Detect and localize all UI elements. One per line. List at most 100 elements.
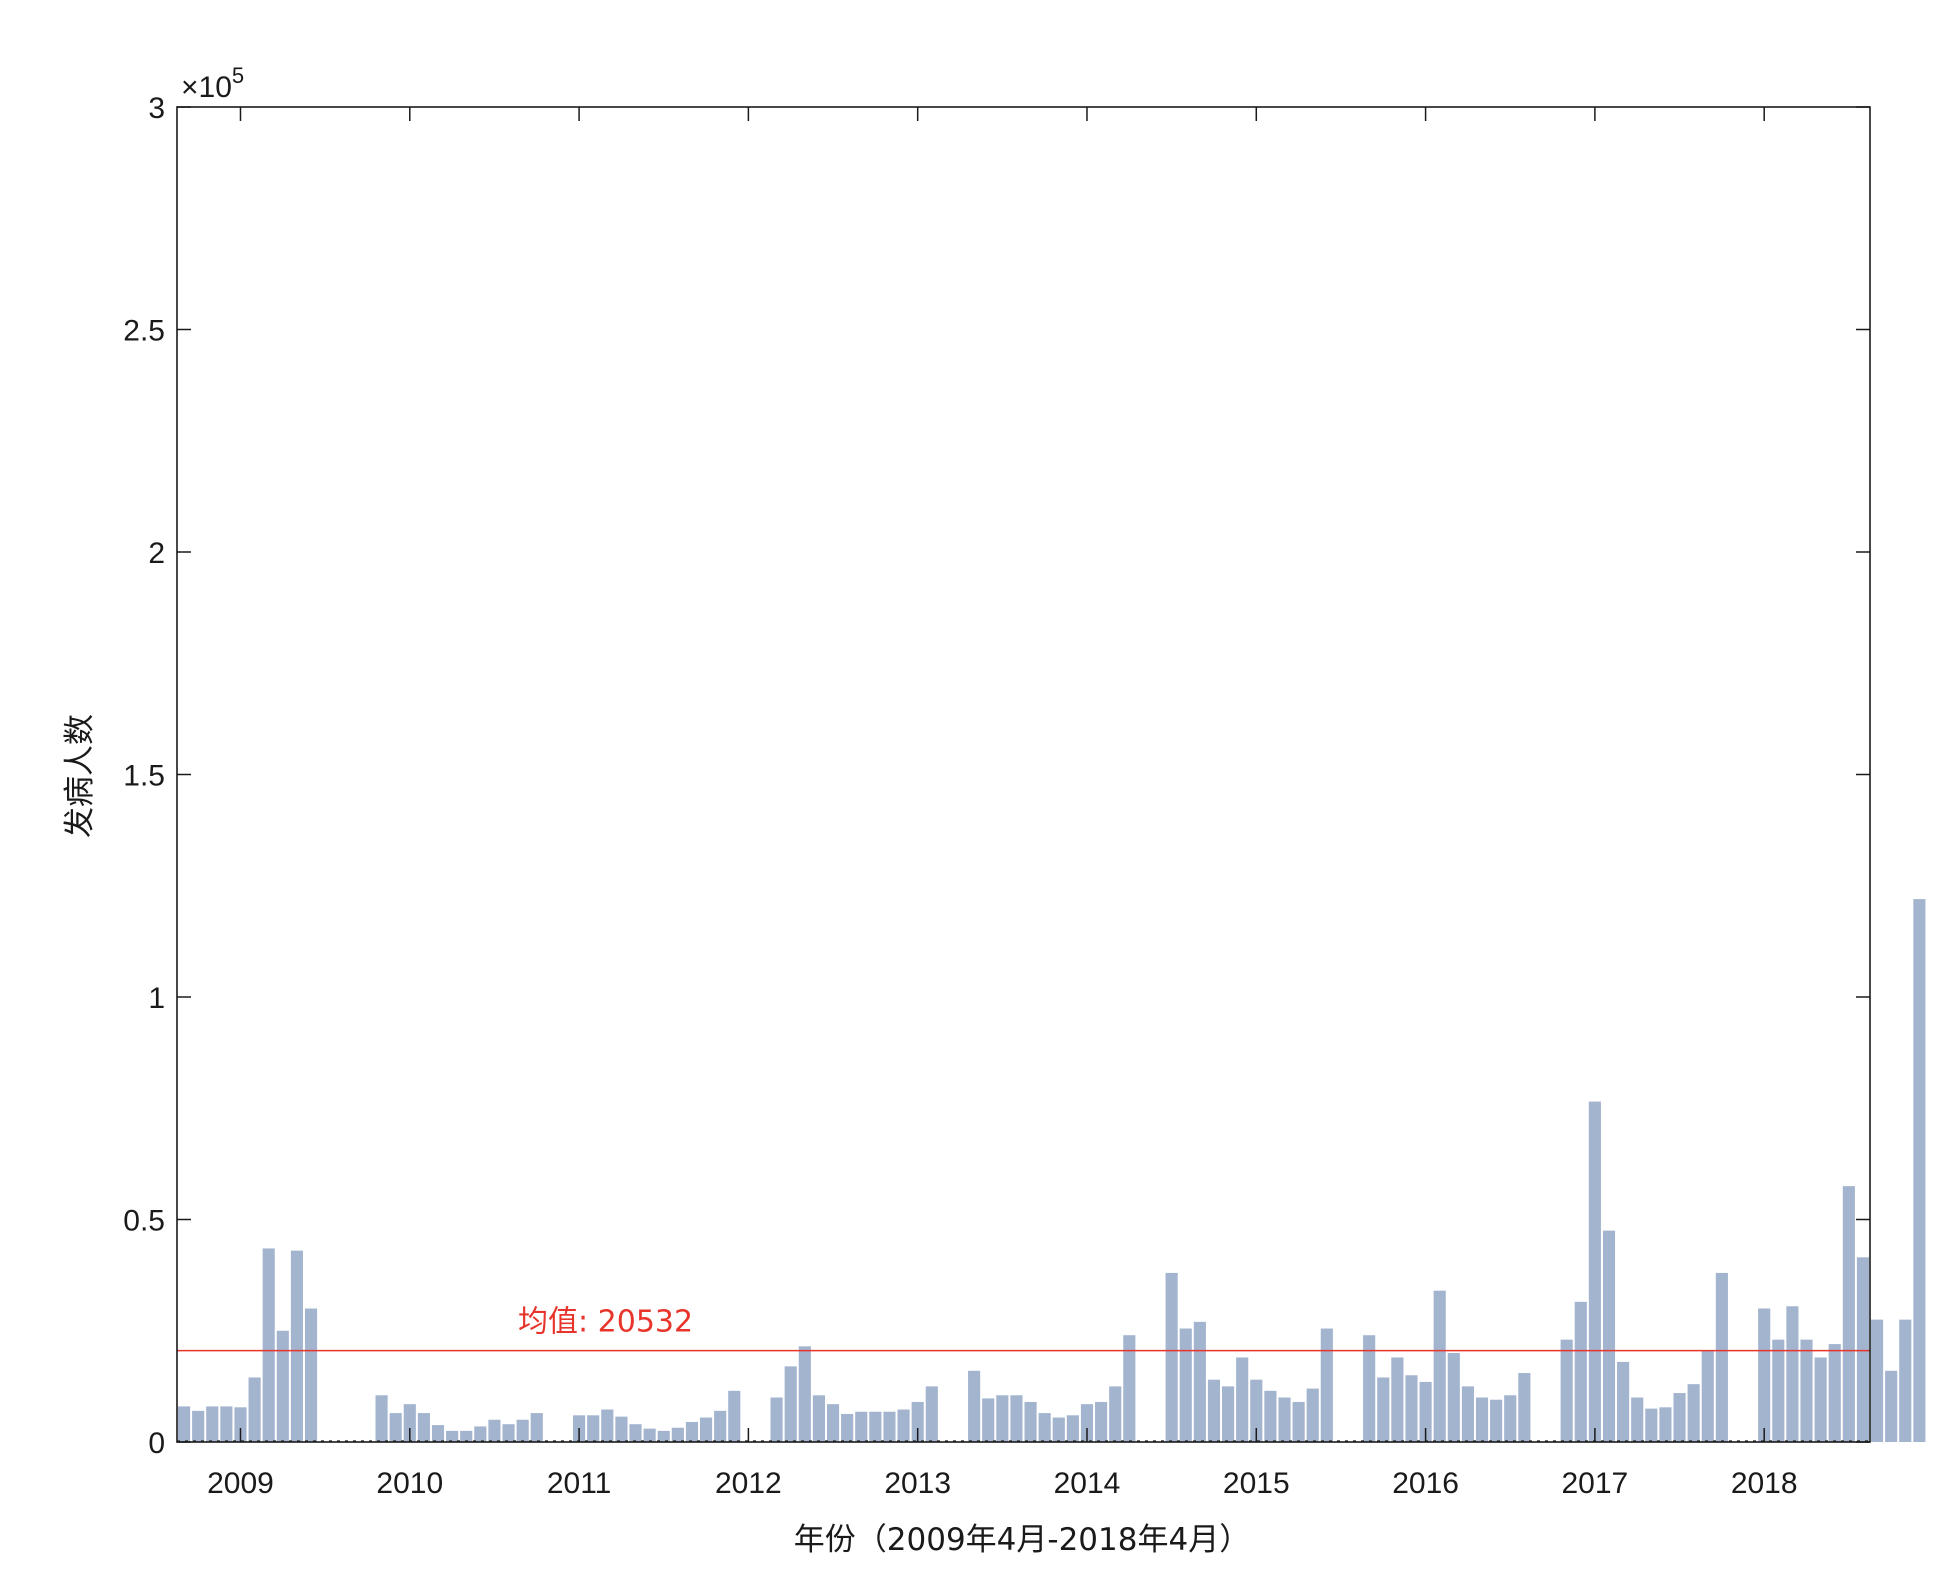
x-tick-label: 2014	[1054, 1467, 1121, 1500]
bar	[474, 1426, 487, 1442]
bar	[784, 1366, 797, 1442]
bar	[615, 1416, 628, 1442]
bar	[925, 1386, 938, 1443]
bar	[1095, 1401, 1108, 1442]
bar	[1856, 1257, 1870, 1442]
bar	[982, 1398, 995, 1442]
bar	[1842, 1186, 1855, 1443]
bar	[1193, 1321, 1206, 1442]
x-tick-label: 2009	[207, 1467, 274, 1500]
bar	[1490, 1399, 1503, 1442]
bar	[1250, 1379, 1263, 1442]
bar	[1870, 1319, 1884, 1443]
x-tick-label: 2010	[376, 1467, 443, 1500]
y-axis-ticks: 0 0.5 1 1.5 2 2.5 3	[123, 92, 1870, 1460]
bar	[1179, 1328, 1192, 1442]
bar	[685, 1421, 699, 1442]
x-tick-label: 2017	[1562, 1467, 1629, 1500]
bar	[1645, 1408, 1658, 1443]
bar	[1687, 1384, 1700, 1442]
bar	[1560, 1339, 1573, 1442]
bar	[234, 1407, 247, 1442]
bar	[248, 1377, 261, 1442]
bar	[1363, 1335, 1376, 1442]
mean-label: 均值: 20532	[518, 1305, 693, 1340]
bar	[1518, 1373, 1531, 1442]
bar	[220, 1406, 233, 1442]
bar	[403, 1404, 416, 1442]
bar	[1377, 1377, 1390, 1442]
x-tick-label: 2016	[1392, 1467, 1459, 1500]
bar	[812, 1395, 825, 1442]
bar	[714, 1410, 727, 1442]
bar	[1236, 1357, 1249, 1442]
bar	[855, 1411, 868, 1442]
y-tick-label: 2	[148, 537, 165, 570]
exponent-power: 5	[232, 63, 244, 88]
bar	[1885, 1370, 1898, 1442]
bar	[883, 1411, 896, 1442]
y-tick-label: 1.5	[123, 760, 165, 793]
x-axis-label: 年份（2009年4月-2018年4月）	[794, 1522, 1250, 1558]
x-tick-label: 2018	[1731, 1467, 1798, 1500]
y-tick-label: 0.5	[123, 1205, 165, 1238]
bar	[587, 1415, 600, 1442]
bar-series	[177, 899, 1926, 1443]
bar	[1447, 1353, 1460, 1442]
bar	[304, 1308, 318, 1442]
bar	[375, 1395, 388, 1442]
bar	[629, 1424, 642, 1442]
bar	[1038, 1413, 1051, 1442]
x-tick-label: 2011	[547, 1467, 612, 1500]
bar	[700, 1417, 713, 1442]
bar	[1800, 1339, 1813, 1442]
bar	[897, 1409, 910, 1442]
bar	[1475, 1397, 1489, 1442]
bar	[1588, 1101, 1601, 1442]
bar	[417, 1413, 430, 1442]
bar	[1207, 1379, 1221, 1442]
bar	[1433, 1290, 1446, 1442]
bar	[1617, 1361, 1630, 1442]
bar	[1772, 1339, 1785, 1442]
bar	[1010, 1395, 1023, 1442]
bar	[1673, 1393, 1686, 1442]
x-tick-label: 2012	[715, 1467, 782, 1500]
bar	[1631, 1397, 1644, 1442]
bar	[1814, 1357, 1827, 1442]
x-axis-ticks: 2009 2010 2011 2012 2013 2014 2015 2016 2017 2018	[207, 107, 1798, 1500]
bar	[1405, 1375, 1418, 1442]
bar	[502, 1424, 515, 1442]
bar	[798, 1346, 811, 1442]
bar	[728, 1390, 741, 1442]
bar	[1080, 1404, 1094, 1442]
bar	[1024, 1401, 1037, 1442]
bar	[601, 1409, 614, 1442]
bar	[1913, 899, 1926, 1442]
bar	[1222, 1386, 1235, 1443]
bar	[1264, 1390, 1277, 1442]
bar	[643, 1428, 656, 1442]
bar	[262, 1248, 275, 1442]
bar	[671, 1427, 684, 1442]
bar	[1786, 1306, 1799, 1442]
bar	[1320, 1328, 1333, 1442]
bar	[869, 1411, 882, 1442]
plot-frame	[176, 106, 1871, 1443]
bar	[177, 1406, 191, 1442]
bar	[1574, 1301, 1587, 1442]
bar	[516, 1419, 529, 1442]
bar	[1052, 1417, 1065, 1442]
y-tick-label: 1	[148, 982, 165, 1015]
exponent-base: ×10	[181, 71, 232, 104]
bar	[290, 1250, 303, 1442]
bar	[1306, 1388, 1319, 1442]
y-axis-exponent-label: ×105	[181, 63, 244, 104]
bar	[1419, 1381, 1432, 1442]
bar	[1828, 1344, 1841, 1442]
bar	[1701, 1350, 1714, 1442]
bar	[446, 1430, 459, 1443]
bar	[657, 1430, 670, 1443]
x-tick-label: 2013	[884, 1467, 951, 1500]
